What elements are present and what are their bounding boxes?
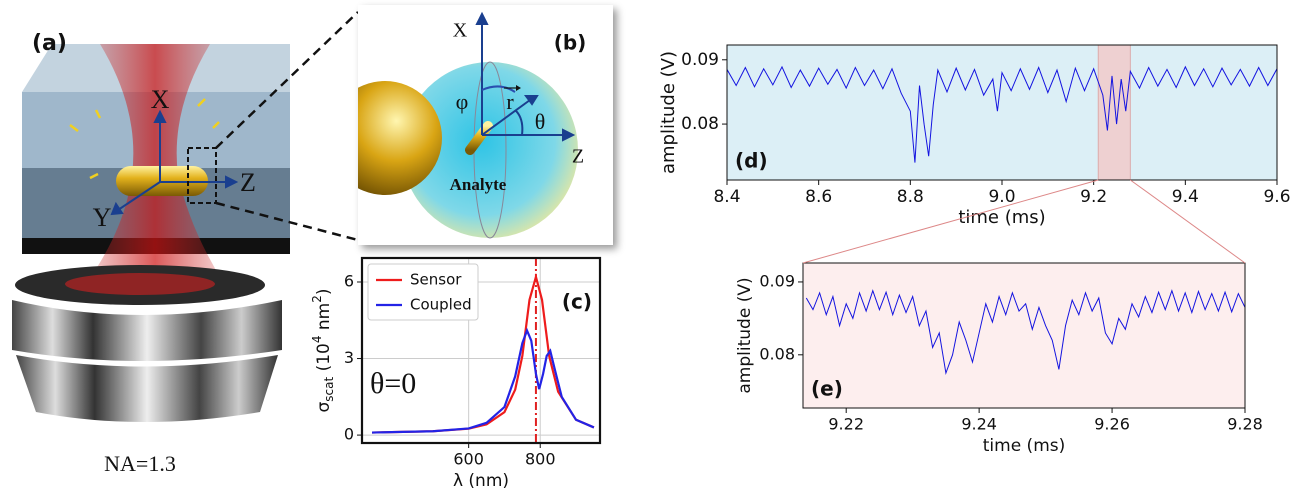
laser-beam [85, 44, 225, 285]
axis-z-label: Z [240, 168, 256, 197]
analyte-sphere [402, 62, 578, 238]
y-axis-label: σscat (104 nm2) [310, 288, 336, 412]
y-axis-label-part: 4 [310, 336, 324, 344]
x-tick-label: 8.6 [805, 187, 832, 207]
y-axis-label-part: (10 [314, 343, 334, 377]
y-axis-label-part: nm [314, 303, 334, 336]
beam-spot [65, 273, 215, 295]
y-axis-label-part: 2 [310, 295, 324, 303]
x-tick-label: 9.26 [1094, 415, 1130, 434]
axes [475, 11, 576, 142]
panel-label: (e) [811, 377, 843, 401]
panel-label: (c) [562, 290, 592, 314]
vector-arrow-head [516, 85, 521, 91]
plot-frame [802, 262, 1246, 409]
x-tick-label: 9.4 [1172, 187, 1199, 207]
y-tick-label: 0.09 [681, 50, 719, 70]
x-tick-label: 600 [453, 450, 484, 469]
numerical-aperture: NA=1.3 [104, 451, 176, 476]
zoom-connector [802, 179, 1099, 264]
charts: 600 800 0 3 6 Sensor Coupled (c) θ=0 λ (nm) σscat … [310, 44, 1291, 491]
panel-label: (a) [32, 31, 67, 56]
data-line [727, 65, 1277, 163]
x-tick-label: 9.6 [1263, 187, 1290, 207]
axis-x-label: X [453, 20, 468, 42]
x-axis-label: time (ms) [983, 436, 1066, 456]
x-tick-label: 800 [525, 450, 556, 469]
zoom-connector [1130, 179, 1246, 264]
plot-frame [360, 256, 602, 445]
zoom-box [187, 147, 217, 204]
axis-x-label: X [151, 85, 170, 114]
y-axis-label-part: σ [314, 402, 334, 413]
annotation: θ=0 [370, 367, 416, 400]
y-tick-label: 0.09 [759, 271, 795, 290]
x-tick-label: 9.28 [1227, 415, 1263, 434]
zoom-line [215, 201, 359, 242]
y-axis-label: amplitude (V) [658, 51, 679, 174]
objective-ring [12, 300, 282, 361]
zoom-line [215, 11, 359, 149]
x-axis-label: time (ms) [958, 207, 1045, 228]
x-tick-label: 9.24 [961, 415, 997, 434]
x-axis-label: λ (nm) [453, 471, 509, 491]
plot-frame [726, 44, 1278, 181]
y-tick-label: 3 [344, 348, 354, 367]
x-tick-label: 8.4 [713, 187, 740, 207]
x-tick-label: 8.8 [897, 187, 924, 207]
nanorod [465, 121, 493, 155]
r-label: r [506, 89, 514, 114]
gold-sphere [358, 81, 442, 195]
plot-background [727, 45, 1277, 180]
axes [110, 109, 239, 216]
x-tick-label: 9.2 [1080, 187, 1107, 207]
y-tick-label: 0.08 [759, 344, 795, 363]
panel-a: X Y Z (a) NA=1.3 [12, 11, 359, 476]
plot-background [803, 263, 1245, 408]
x-tick-label: 9.22 [828, 415, 864, 434]
y-axis-label-part: scat [322, 377, 336, 402]
x-tick-label: 9.0 [988, 187, 1015, 207]
y-tick-label: 0.08 [681, 114, 719, 134]
panel-label: (d) [735, 149, 768, 173]
panel-b: X (b) φ r θ Z Analyte [358, 5, 613, 245]
legend-label: Coupled [410, 296, 472, 314]
y-tick-label: 0 [344, 425, 354, 444]
panel-label: (b) [554, 31, 587, 55]
axis-y-label: Y [93, 203, 112, 232]
data-line [805, 289, 1245, 375]
y-axis-label-part: ) [314, 288, 334, 295]
highlight-region [1097, 44, 1131, 181]
legend-label: Sensor [410, 271, 462, 289]
phi-label: φ [456, 89, 469, 114]
y-axis-label: amplitude (V) [735, 277, 755, 393]
objective-body [16, 355, 278, 422]
axis-z-label: Z [572, 146, 584, 168]
theta-label: θ [535, 109, 546, 134]
data-line [371, 327, 595, 434]
y-tick-label: 6 [344, 271, 354, 290]
analyte-label: Analyte [450, 175, 507, 194]
